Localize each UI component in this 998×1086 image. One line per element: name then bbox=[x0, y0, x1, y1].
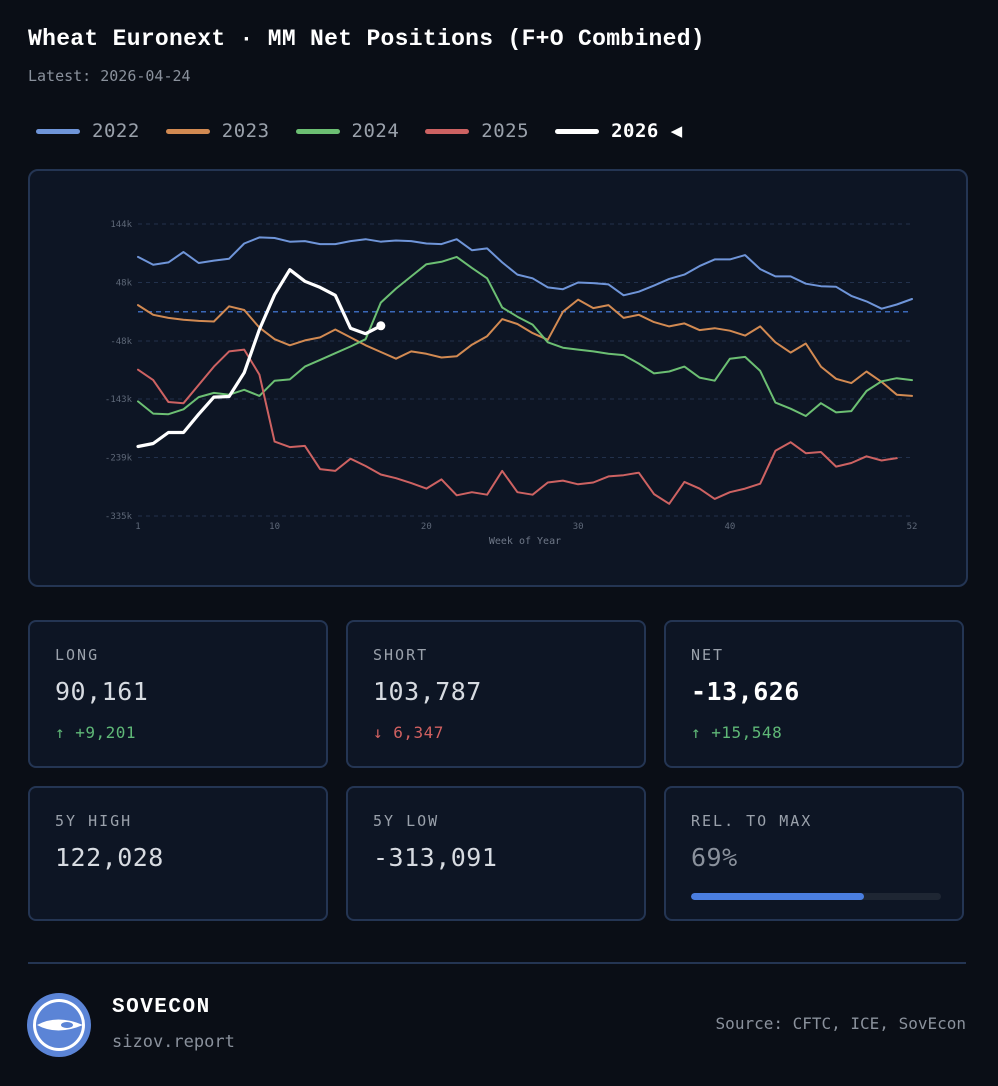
brand-url-link[interactable]: sizov.report bbox=[112, 1032, 235, 1052]
legend-item-2025[interactable]: 2025 bbox=[425, 120, 529, 142]
series-line-2022 bbox=[137, 236, 913, 310]
legend-swatch bbox=[36, 128, 80, 134]
legend-label: 2026 ◀ bbox=[611, 120, 683, 142]
series-line-2026 bbox=[136, 268, 383, 449]
net-value: -13,626 bbox=[691, 677, 800, 706]
brand-name: SOVECON bbox=[112, 996, 211, 1019]
five-year-low-card: 5Y LOW -313,091 bbox=[346, 786, 646, 921]
series-line-2025 bbox=[137, 348, 898, 505]
series-line-2023 bbox=[137, 298, 913, 397]
legend-item-2023[interactable]: 2023 bbox=[165, 120, 270, 142]
legend-label: 2022 bbox=[92, 120, 140, 142]
x-tick-label: 40 bbox=[724, 522, 735, 532]
y-tick-label: 144k bbox=[110, 220, 132, 230]
net-card: NET -13,626 ↑ +15,548 bbox=[664, 620, 964, 768]
five-year-high-value: 122,028 bbox=[55, 843, 164, 872]
legend-item-2026[interactable]: 2026 ◀ bbox=[555, 120, 683, 142]
legend-swatch bbox=[425, 128, 470, 134]
footer-divider bbox=[28, 962, 966, 964]
short-card: SHORT 103,787 ↓ 6,347 bbox=[346, 620, 646, 768]
x-tick-label: 52 bbox=[907, 522, 918, 532]
card-label: LONG bbox=[55, 646, 100, 664]
x-tick-label: 10 bbox=[269, 522, 280, 532]
y-tick-label: -239k bbox=[105, 453, 133, 463]
short-value: 103,787 bbox=[373, 677, 482, 706]
sovecon-logo-icon bbox=[27, 993, 91, 1057]
legend-swatch bbox=[555, 128, 600, 134]
relative-to-max-value: 69% bbox=[691, 843, 738, 872]
five-year-high-card: 5Y HIGH 122,028 bbox=[28, 786, 328, 921]
legend-swatch bbox=[295, 128, 340, 134]
five-year-low-value: -313,091 bbox=[373, 843, 498, 872]
legend-label: 2024 bbox=[351, 120, 400, 142]
x-tick-label: 30 bbox=[573, 522, 584, 532]
y-tick-label: 48k bbox=[116, 279, 133, 289]
x-tick-label: 1 bbox=[135, 522, 140, 532]
card-label: 5Y HIGH bbox=[55, 812, 133, 830]
latest-point-marker bbox=[376, 321, 386, 331]
net-delta: ↑ +15,548 bbox=[691, 723, 783, 742]
card-label: NET bbox=[691, 646, 725, 664]
y-tick-label: -143k bbox=[105, 395, 133, 405]
legend-item-2024[interactable]: 2024 bbox=[295, 120, 400, 142]
source-note: Source: CFTC, ICE, SovEcon bbox=[715, 1014, 966, 1033]
page-title: Wheat Euronext · MM Net Positions (F+O C… bbox=[28, 26, 705, 52]
legend-item-2022[interactable]: 2022 bbox=[36, 120, 140, 142]
x-axis-label: Week of Year bbox=[489, 536, 561, 547]
y-tick-label: -48k bbox=[110, 337, 132, 347]
long-delta: ↑ +9,201 bbox=[55, 723, 137, 742]
card-label: SHORT bbox=[373, 646, 429, 664]
card-label: REL. TO MAX bbox=[691, 812, 813, 830]
relative-to-max-progress bbox=[691, 893, 941, 900]
card-label: 5Y LOW bbox=[373, 812, 440, 830]
legend-label: 2023 bbox=[221, 120, 270, 142]
legend-swatch bbox=[165, 128, 210, 134]
chart-legend: 2022 2023 2024 2025 2026 ◀ bbox=[36, 116, 709, 146]
chart-panel: 144k 48k -48k -143k -239k -335k 1 10 20 30 40 52 Wee… bbox=[28, 169, 968, 587]
series-line-2024 bbox=[137, 255, 913, 417]
legend-label: 2025 bbox=[481, 120, 530, 142]
short-delta: ↓ 6,347 bbox=[373, 723, 444, 742]
long-card: LONG 90,161 ↑ +9,201 bbox=[28, 620, 328, 768]
relative-to-max-card: REL. TO MAX 69% bbox=[664, 786, 964, 921]
x-tick-label: 20 bbox=[421, 522, 432, 532]
latest-date: Latest: 2026-04-24 bbox=[28, 67, 191, 85]
y-tick-label: -335k bbox=[105, 512, 133, 522]
progress-fill bbox=[691, 893, 864, 900]
long-value: 90,161 bbox=[55, 677, 149, 706]
